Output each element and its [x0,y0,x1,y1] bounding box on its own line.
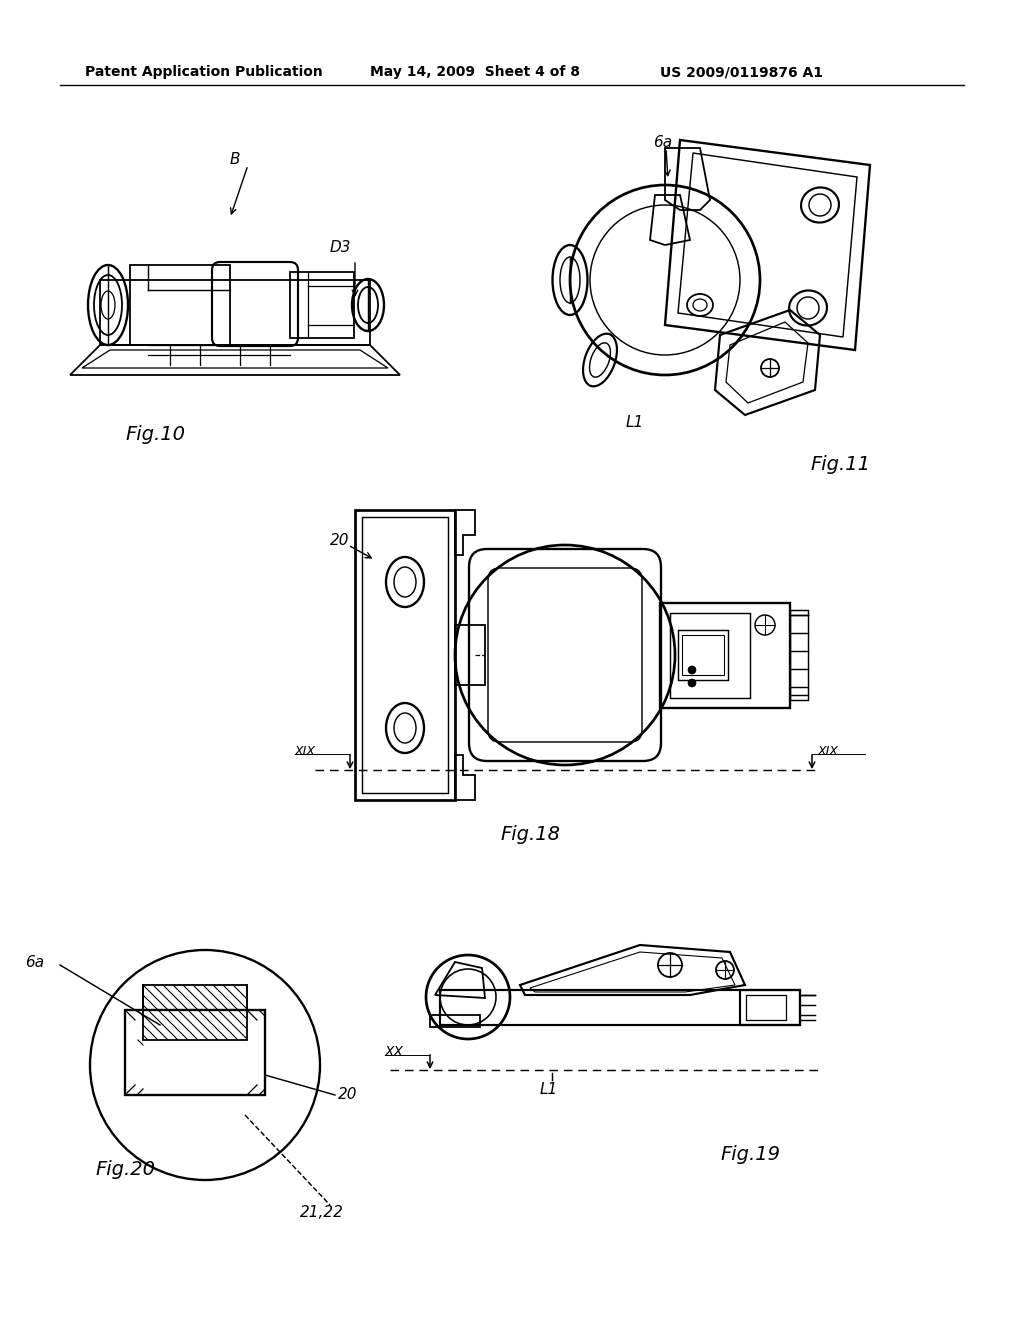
Text: Fig.18: Fig.18 [500,825,560,843]
Bar [790,610,808,700]
Bar [362,517,449,793]
Bar [125,1010,265,1096]
Bar [355,510,455,800]
Bar [143,985,247,1040]
Bar [660,603,790,708]
Text: May 14, 2009  Sheet 4 of 8: May 14, 2009 Sheet 4 of 8 [370,65,580,79]
Text: D3: D3 [330,240,351,255]
Text: XX: XX [385,1045,404,1059]
Circle shape [688,678,696,686]
Text: Fig.19: Fig.19 [720,1144,780,1164]
Text: L1: L1 [540,1082,558,1097]
Bar [430,1015,480,1027]
Text: Fig.20: Fig.20 [95,1160,155,1179]
Bar [678,630,728,680]
Text: Fig.11: Fig.11 [810,455,870,474]
Text: XIX: XIX [295,744,316,758]
Text: 20: 20 [330,533,349,548]
Text: Patent Application Publication: Patent Application Publication [85,65,323,79]
Text: XIX: XIX [818,744,839,758]
Text: 20: 20 [338,1086,357,1102]
Bar [746,995,786,1020]
Text: 6a: 6a [653,135,672,150]
Bar [682,635,724,675]
Text: 21,22: 21,22 [300,1205,344,1220]
Text: 6a: 6a [25,954,44,970]
Bar [440,990,800,1026]
Circle shape [688,667,696,675]
Bar [670,612,750,698]
Text: L1: L1 [626,414,644,430]
Text: Fig.10: Fig.10 [125,425,185,444]
Text: US 2009/0119876 A1: US 2009/0119876 A1 [660,65,823,79]
Text: B: B [230,152,241,168]
